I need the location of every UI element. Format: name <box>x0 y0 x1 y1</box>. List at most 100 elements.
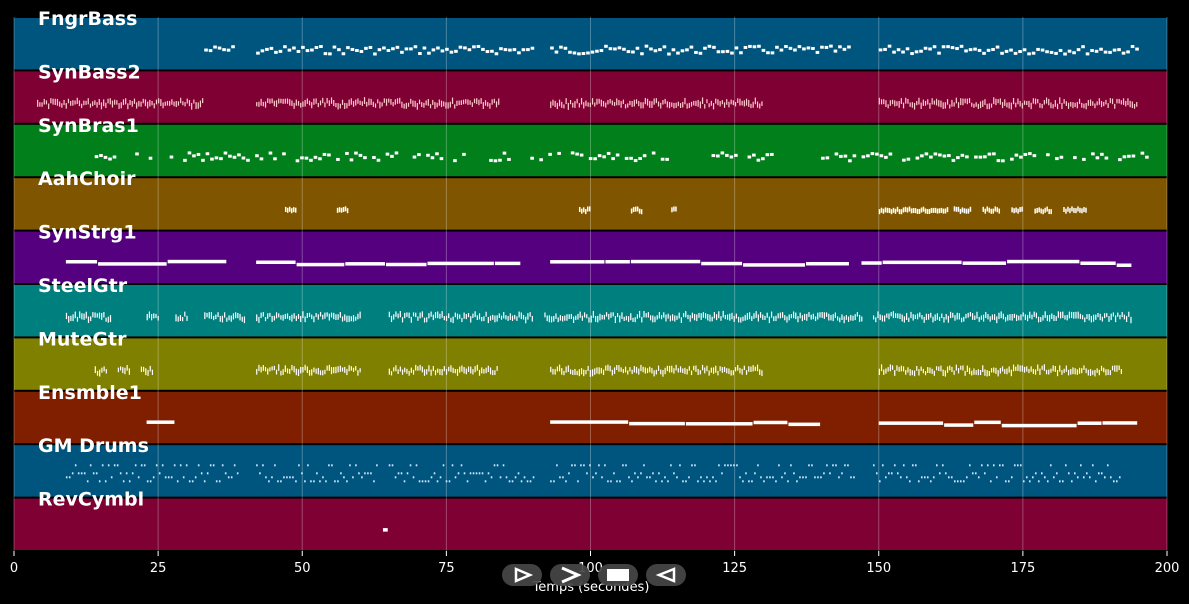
note <box>550 480 552 483</box>
note <box>269 367 271 372</box>
note <box>958 313 960 320</box>
note <box>698 312 700 318</box>
note <box>962 365 964 371</box>
note <box>158 98 160 104</box>
note <box>955 206 958 212</box>
note <box>640 472 642 475</box>
note <box>278 98 280 104</box>
stop-button[interactable] <box>598 564 638 586</box>
note <box>669 315 671 322</box>
note <box>614 316 616 324</box>
note <box>1109 370 1111 376</box>
note <box>412 312 415 317</box>
note <box>341 316 344 322</box>
note <box>638 156 642 160</box>
note <box>686 368 688 375</box>
note <box>300 366 302 374</box>
note <box>1056 103 1059 110</box>
note <box>666 365 668 372</box>
note <box>1013 208 1015 214</box>
note <box>105 102 107 108</box>
note <box>629 156 633 160</box>
track-band-synbras1 <box>14 124 1167 177</box>
note <box>586 206 589 212</box>
note <box>341 99 344 105</box>
note <box>766 312 768 318</box>
note <box>404 367 406 373</box>
note <box>193 99 195 104</box>
note <box>914 50 919 54</box>
note <box>995 98 997 106</box>
note <box>971 313 974 320</box>
note <box>297 100 300 106</box>
note <box>1091 464 1094 467</box>
note <box>667 52 671 56</box>
note <box>182 317 184 322</box>
note <box>217 312 219 318</box>
note <box>354 151 358 155</box>
note <box>304 480 306 483</box>
note <box>113 464 116 467</box>
note <box>472 313 474 319</box>
note <box>1088 314 1090 321</box>
rewind-button[interactable] <box>646 564 686 586</box>
note <box>697 368 699 376</box>
note <box>748 99 750 107</box>
note <box>87 98 89 105</box>
note <box>295 480 297 483</box>
note <box>1004 317 1007 322</box>
note <box>390 154 394 158</box>
note <box>140 101 142 107</box>
note <box>194 476 197 479</box>
note <box>1037 99 1039 104</box>
note <box>410 316 412 323</box>
note <box>715 365 717 373</box>
note <box>363 156 367 160</box>
note <box>910 52 914 56</box>
note <box>601 476 603 479</box>
note <box>634 206 637 212</box>
note <box>938 100 940 107</box>
note <box>1111 98 1114 105</box>
note <box>741 368 743 375</box>
note <box>68 476 71 479</box>
note <box>880 364 883 372</box>
note <box>502 464 505 467</box>
note <box>94 366 96 374</box>
note <box>986 103 988 110</box>
note <box>195 102 197 110</box>
note <box>764 315 766 321</box>
forward-button[interactable] <box>550 564 590 586</box>
note <box>429 104 432 109</box>
note <box>460 100 462 106</box>
note <box>592 476 594 479</box>
note <box>439 157 444 161</box>
note <box>594 102 596 107</box>
note <box>1073 156 1077 160</box>
play-outline-button[interactable] <box>502 564 542 586</box>
note <box>685 480 687 483</box>
note <box>1100 152 1104 156</box>
note <box>293 313 295 319</box>
note <box>421 311 423 318</box>
note <box>658 472 660 475</box>
note <box>955 97 957 104</box>
note <box>425 100 427 106</box>
note <box>1096 101 1098 106</box>
note <box>624 104 627 109</box>
note <box>1004 480 1007 483</box>
note <box>1118 158 1122 162</box>
note <box>333 367 335 374</box>
note <box>1074 102 1076 108</box>
note <box>435 152 439 156</box>
note <box>754 366 756 371</box>
note <box>85 311 87 319</box>
note <box>676 476 678 479</box>
note <box>770 152 774 156</box>
note <box>734 153 738 157</box>
note <box>896 101 898 106</box>
note <box>427 261 494 266</box>
note <box>122 480 125 483</box>
track-label: SynBass2 <box>38 61 141 83</box>
note <box>1027 52 1031 56</box>
